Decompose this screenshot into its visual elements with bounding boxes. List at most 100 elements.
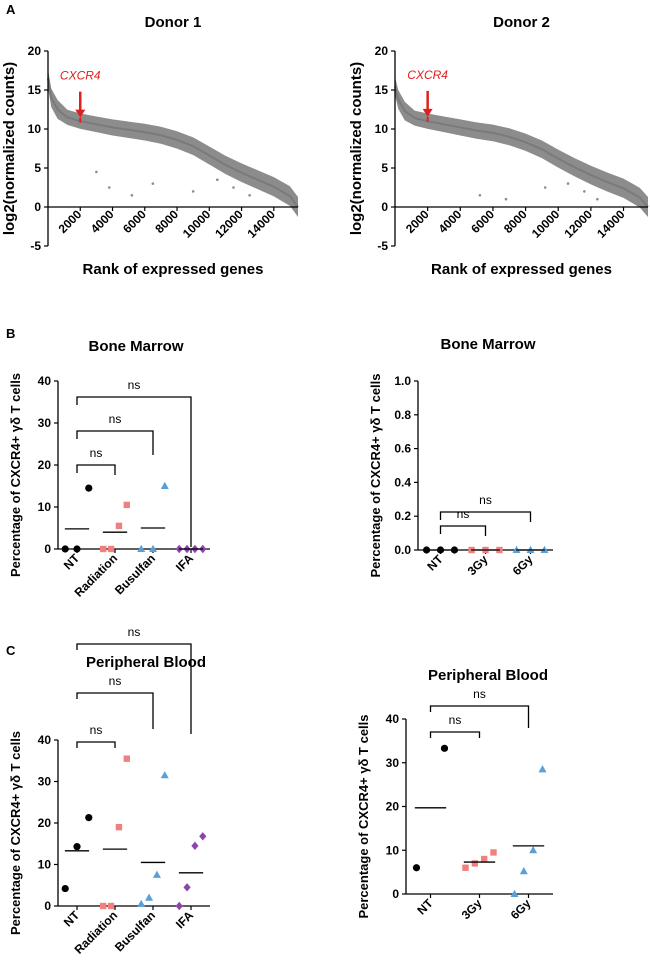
bm1-point-radiation: [115, 522, 123, 530]
donor2-x-tick-label: 2000: [403, 207, 432, 236]
donor1-y-tick-label: 20: [28, 44, 42, 58]
pb2-point-nt: [412, 864, 421, 872]
bm1-significance-bracket: [76, 430, 154, 455]
donor2-x-tick-label: 4000: [436, 207, 465, 236]
pb2-y-tick-label: 10: [386, 843, 400, 857]
pb1-y-tick-label: 20: [38, 816, 52, 830]
pb2-x-tick-label: NT: [414, 896, 436, 918]
donor2-title: Donor 2: [493, 14, 550, 31]
donor2-y-tick-label: 15: [375, 83, 389, 97]
bm1-y-tick-label: 10: [38, 500, 52, 514]
donor1-y-axis-label: log2(normalized counts): [1, 62, 18, 235]
bm1-x-tick-label: IFA: [173, 551, 196, 574]
pb1-y-tick-label: 30: [38, 775, 52, 789]
bm2-y-tick-label: 1.0: [394, 374, 411, 388]
pb1-significance-bracket: [76, 741, 116, 748]
pb1-point-busulfan: [160, 771, 169, 779]
donor1-outlier-point: [248, 194, 251, 197]
bm1-x-tick-label: NT: [61, 551, 83, 573]
bm1-y-tick-label: 30: [38, 416, 52, 430]
pb2-point-6gy: [529, 846, 538, 854]
donor1-x-tick-label: 10000: [180, 207, 214, 241]
pb1-point-ifa: [191, 841, 199, 851]
bm2-significance-label: ns: [479, 493, 492, 507]
pb2-point-3gy: [471, 860, 479, 867]
donor1-outlier-point: [191, 190, 195, 193]
donor2-x-tick-label: 6000: [468, 207, 497, 236]
pb1-point-radiation: [100, 902, 107, 910]
pb1-point-radiation: [115, 823, 123, 831]
pb2-significance-bracket: [429, 731, 481, 738]
donor1-outlier-point: [107, 186, 111, 189]
donor2-expression-curve: [394, 85, 649, 208]
bm1-point-radiation: [123, 501, 130, 509]
pb1-significance-label: ns: [128, 625, 141, 639]
pb2-point-nt: [440, 744, 449, 752]
bm1-y-tick-label: 0: [44, 542, 51, 556]
donor1-y-tick-label: 5: [34, 161, 41, 175]
pb2-significance-label: ns: [473, 687, 486, 701]
bm2-y-tick-label: 0.0: [394, 543, 411, 557]
donor2-x-tick-label: 12000: [561, 207, 595, 241]
bm1-significance-label: ns: [90, 446, 103, 460]
donor2-y-axis-label: log2(normalized counts): [348, 62, 365, 235]
pb2-point-3gy: [462, 864, 469, 871]
pb2-point-6gy: [538, 765, 547, 773]
pb2-title: Peripheral Blood: [428, 667, 548, 684]
pb2-point-3gy: [490, 849, 497, 856]
bm1-significance-label: ns: [109, 412, 122, 426]
pb1-x-tick-label: IFA: [173, 908, 196, 931]
pb1-y-axis-label: Percentage of CXCR4+ γδ T cells: [8, 731, 23, 935]
peripheral-blood-treatments-chart: Peripheral Blood010203040NTRadiationBusu…: [8, 625, 210, 957]
bm2-significance-label: ns: [457, 507, 470, 521]
bm1-point-busulfan: [149, 544, 157, 552]
donor1-x-tick-label: 6000: [120, 207, 149, 236]
bm1-point-nt: [85, 484, 93, 492]
bm1-significance-label: ns: [128, 378, 141, 392]
donor2-x-axis-label: Rank of expressed genes: [431, 261, 612, 278]
donor2-cxcr4-label: CXCR4: [407, 68, 448, 82]
pb2-point-6gy: [510, 889, 519, 897]
bm1-point-busulfan: [160, 481, 169, 489]
donor1-title: Donor 1: [145, 14, 202, 31]
bm2-y-tick-label: 0.2: [394, 509, 411, 523]
donor2-outlier-point: [504, 197, 508, 201]
pb1-significance-label: ns: [90, 723, 103, 737]
bm1-x-tick-label: Busulfan: [112, 551, 158, 597]
pb1-point-ifa: [199, 832, 207, 841]
bm1-point-nt: [61, 545, 69, 553]
pb2-point-3gy: [480, 855, 488, 863]
donor1-x-tick-label: 4000: [88, 207, 117, 236]
bm2-significance-bracket: [439, 525, 487, 536]
bm1-point-radiation: [107, 545, 115, 553]
donor2-cxcr4-arrow-head: [422, 108, 433, 117]
pb2-x-tick-label: 6Gy: [508, 896, 534, 922]
pb1-point-nt: [73, 843, 81, 851]
donor1-expression-band: [48, 68, 298, 217]
donor2-outlier-point: [478, 194, 482, 197]
bm2-significance-bracket: [439, 511, 532, 522]
donor1-outlier-point: [216, 178, 219, 181]
donor1-outlier-point: [151, 182, 155, 185]
donor2-x-tick-label: 14000: [594, 207, 628, 241]
bm2-y-tick-label: 0.8: [394, 408, 411, 422]
bm1-title: Bone Marrow: [88, 338, 183, 355]
donor1-chart: Donor 1 -5 0 5 10 15 20 2000 4000 6000 80001000012…: [1, 14, 299, 278]
pb1-point-busulfan: [152, 870, 161, 878]
donor2-y-tick-label: 5: [381, 161, 388, 175]
donor1-outlier-point: [130, 194, 134, 197]
pb1-point-busulfan: [145, 893, 154, 901]
donor1-y-tick-label: 15: [28, 83, 42, 97]
pb1-y-tick-label: 10: [38, 858, 52, 872]
donor1-y-tick-label: 0: [34, 200, 41, 214]
pb2-y-tick-label: 0: [392, 887, 399, 901]
donor2-y-tick-label: 20: [375, 44, 389, 58]
pb1-significance-bracket: [76, 643, 192, 734]
bm1-significance-bracket: [76, 396, 192, 547]
pb2-point-6gy: [519, 867, 528, 875]
pb1-point-radiation: [107, 902, 115, 910]
donor1-y-tick-label: -5: [30, 239, 41, 253]
bm1-y-axis-label: Percentage of CXCR4+ γδ T cells: [8, 373, 23, 577]
donor2-x-tick-label: 8000: [501, 207, 530, 236]
